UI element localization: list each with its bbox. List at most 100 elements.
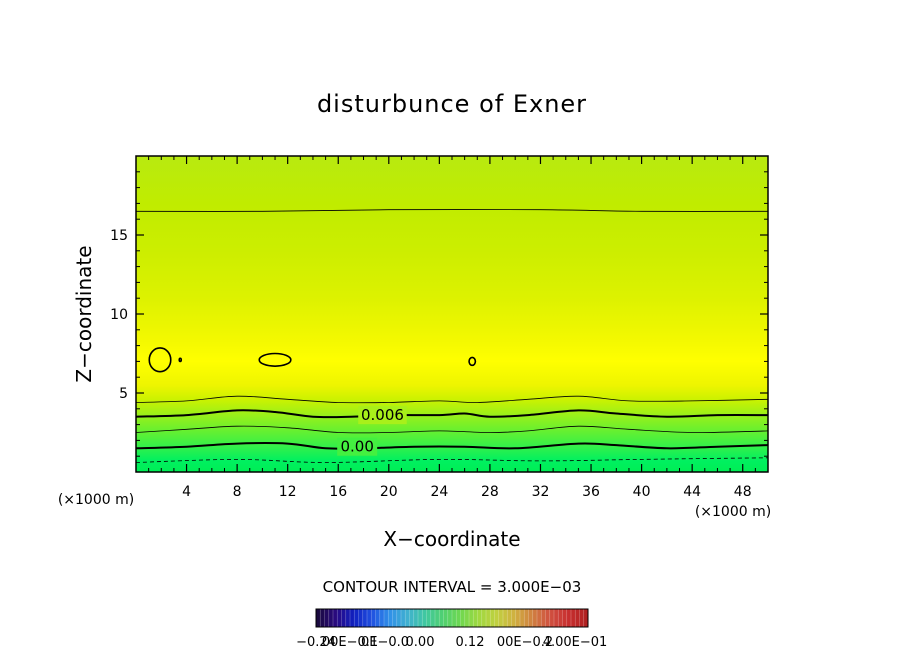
colorbar-swatch-55 bbox=[549, 609, 555, 627]
contour-line-0 bbox=[136, 209, 768, 212]
x-ticks: 4 8 12 16 20 24 28 32 36 40 44 48 bbox=[148, 156, 756, 500]
colorbar bbox=[315, 608, 589, 628]
x-tick-label-2: 12 bbox=[279, 484, 297, 500]
contour-line-4 bbox=[136, 442, 768, 450]
closed-contour-3 bbox=[468, 356, 477, 367]
colorbar-swatch-2 bbox=[324, 609, 329, 627]
colorbar-swatch-7 bbox=[345, 609, 351, 627]
colorbar-swatch-35 bbox=[464, 609, 470, 627]
x-tick-label-5: 24 bbox=[430, 484, 448, 500]
x-multiplier-left: (×1000 m) bbox=[58, 492, 134, 508]
colorbar-swatch-27 bbox=[430, 609, 436, 627]
colorbar-swatch-41 bbox=[490, 609, 495, 627]
colorbar-swatch-49 bbox=[524, 609, 529, 627]
contour-line-2 bbox=[136, 409, 768, 419]
colorbar-swatch-62 bbox=[579, 609, 584, 627]
colorbar-swatch-22 bbox=[409, 609, 414, 627]
colorbar-swatch-59 bbox=[566, 609, 572, 627]
colorbar-swatch-4 bbox=[333, 609, 338, 627]
colorbar-swatch-10 bbox=[358, 609, 363, 627]
colorbar-swatch-20 bbox=[401, 609, 406, 627]
colorbar-swatch-3 bbox=[328, 609, 334, 627]
colorbar-swatch-61 bbox=[575, 609, 580, 627]
colorbar-tick-label-1: 00E−0.1 bbox=[322, 635, 378, 650]
contour-label-bg-0 bbox=[358, 406, 407, 425]
colorbar-swatch-39 bbox=[481, 609, 487, 627]
colorbar-swatch-9 bbox=[354, 609, 359, 627]
closed-contour-1 bbox=[258, 352, 292, 367]
x-tick-label-9: 40 bbox=[633, 484, 651, 500]
x-tick-label-1: 8 bbox=[233, 484, 242, 500]
colorbar-swatch-46 bbox=[511, 609, 516, 627]
colorbar-tick-label-5: 00E−0.2 bbox=[497, 635, 553, 650]
colorbar-swatch-48 bbox=[520, 609, 525, 627]
colorbar-swatch-11 bbox=[362, 609, 368, 627]
colorbar-swatch-12 bbox=[367, 609, 372, 627]
colorbar-tick-label-3: 0.00 bbox=[406, 635, 435, 650]
colorbar-swatch-40 bbox=[486, 609, 491, 627]
contour-line-1 bbox=[136, 395, 768, 404]
colorbar-swatch-54 bbox=[545, 609, 550, 627]
colorbar-swatch-60 bbox=[571, 609, 576, 627]
colorbar-swatch-16 bbox=[384, 609, 389, 627]
colorbar-swatch-58 bbox=[562, 609, 567, 627]
y-tick-label-0: 5 bbox=[119, 386, 128, 402]
colorbar-swatch-14 bbox=[375, 609, 380, 627]
colorbar-swatch-8 bbox=[350, 609, 355, 627]
colorbar-swatch-18 bbox=[392, 609, 397, 627]
x-tick-label-0: 4 bbox=[182, 484, 191, 500]
colorbar-swatch-57 bbox=[558, 609, 563, 627]
chart-title: disturbunce of Exner bbox=[317, 90, 587, 118]
colorbar-swatch-42 bbox=[494, 609, 499, 627]
colorbar-tick-label-0: −0.24 bbox=[296, 635, 336, 650]
colorbar-swatch-45 bbox=[507, 609, 512, 627]
colorbar-swatch-0 bbox=[316, 609, 321, 627]
contour-label-0: 0.006 bbox=[361, 406, 404, 424]
colorbar-tick-label-2: 0E−0.0 bbox=[361, 635, 409, 650]
colorbar-swatch-52 bbox=[537, 609, 542, 627]
x-tick-label-7: 32 bbox=[532, 484, 550, 500]
colorbar-swatch-37 bbox=[473, 609, 478, 627]
colorbar-tick-label-4: 0.12 bbox=[456, 635, 485, 650]
x-tick-label-10: 44 bbox=[683, 484, 701, 500]
colorbar-swatch-34 bbox=[460, 609, 465, 627]
colorbar-swatch-15 bbox=[379, 609, 385, 627]
colorbar-swatch-36 bbox=[469, 609, 474, 627]
colorbar-swatch-23 bbox=[413, 609, 419, 627]
colorbar-swatch-63 bbox=[583, 609, 589, 627]
colorbar-swatch-13 bbox=[371, 609, 376, 627]
colorbar-swatch-17 bbox=[388, 609, 393, 627]
x-tick-label-11: 48 bbox=[734, 484, 752, 500]
colorbar-swatch-19 bbox=[396, 609, 402, 627]
x-multiplier-right: (×1000 m) bbox=[695, 504, 771, 520]
colorbar-swatch-26 bbox=[426, 609, 431, 627]
x-tick-label-4: 20 bbox=[380, 484, 398, 500]
y-ticks: 5 10 15 bbox=[110, 171, 768, 457]
colorbar-swatch-29 bbox=[439, 609, 444, 627]
contour-interval-text: CONTOUR INTERVAL = 3.000E−03 bbox=[323, 578, 582, 596]
x-axis-label: X−coordinate bbox=[383, 527, 520, 551]
colorbar-swatch-31 bbox=[447, 609, 453, 627]
colorbar-swatch-21 bbox=[405, 609, 410, 627]
colorbar-swatch-56 bbox=[554, 609, 559, 627]
colorbar-swatch-6 bbox=[341, 609, 346, 627]
contour-lines: 0.006 0.00 bbox=[136, 209, 768, 463]
colorbar-swatch-47 bbox=[515, 609, 521, 627]
colorbar-tick-label-6: 4.00E−01 bbox=[543, 635, 608, 650]
x-tick-label-6: 28 bbox=[481, 484, 499, 500]
closed-contour-0 bbox=[148, 347, 172, 373]
colorbar-swatch-33 bbox=[456, 609, 461, 627]
contour-label-1: 0.00 bbox=[340, 438, 373, 456]
colorbar-swatch-24 bbox=[418, 609, 423, 627]
colorbar-swatch-30 bbox=[443, 609, 448, 627]
closed-contour-2 bbox=[178, 357, 183, 363]
contour-label-bg-1 bbox=[337, 437, 378, 456]
colorbar-swatch-28 bbox=[435, 609, 440, 627]
x-tick-label-3: 16 bbox=[329, 484, 347, 500]
colorbar-swatch-53 bbox=[541, 609, 546, 627]
x-tick-label-8: 36 bbox=[582, 484, 600, 500]
colorbar-swatch-51 bbox=[532, 609, 538, 627]
